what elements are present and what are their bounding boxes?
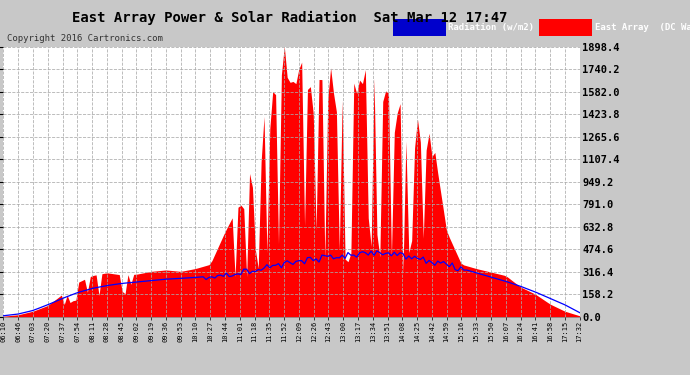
Text: East Array Power & Solar Radiation  Sat Mar 12 17:47: East Array Power & Solar Radiation Sat M… xyxy=(72,11,508,26)
Text: Copyright 2016 Cartronics.com: Copyright 2016 Cartronics.com xyxy=(7,34,163,43)
Text: East Array  (DC Watts): East Array (DC Watts) xyxy=(595,22,690,32)
Bar xyxy=(393,18,446,36)
Text: Radiation (w/m2): Radiation (w/m2) xyxy=(448,22,535,32)
Bar xyxy=(540,18,592,36)
